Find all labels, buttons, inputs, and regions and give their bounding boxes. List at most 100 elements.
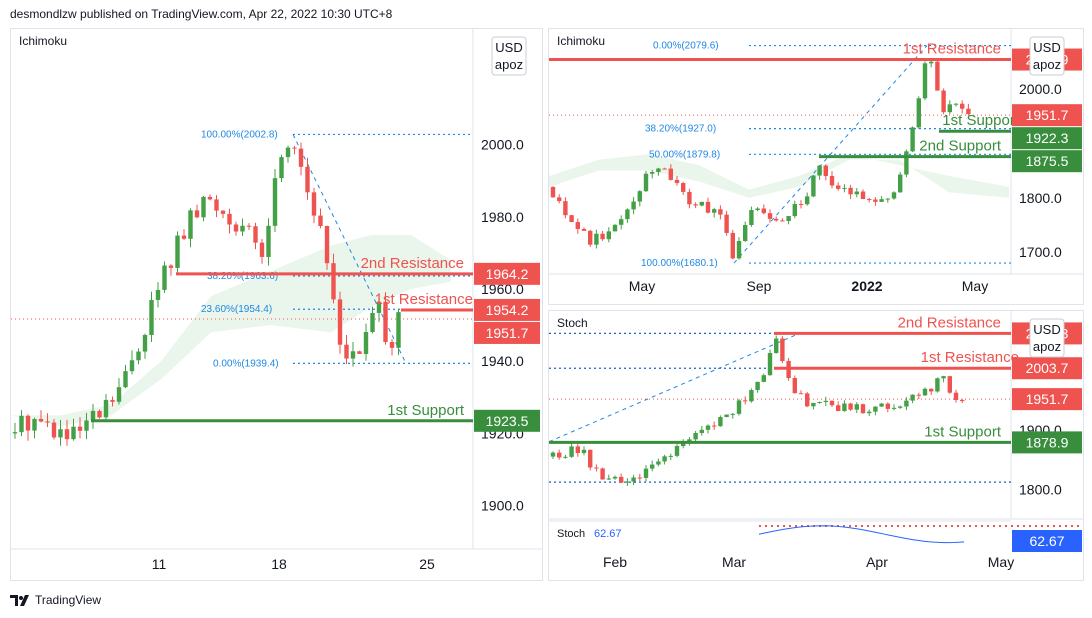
candle-body — [699, 429, 704, 433]
stoch-value: 62.67 — [594, 528, 622, 540]
candle-body — [389, 342, 395, 348]
candle-body — [823, 165, 828, 177]
price-tag — [474, 321, 540, 344]
fib-level-label: 0.00%(2079.6) — [653, 41, 719, 52]
candle-body — [705, 425, 711, 430]
candle-body — [279, 157, 284, 179]
candle-body — [817, 165, 822, 176]
candle-body — [97, 410, 102, 418]
tradingview-brand: TradingView — [35, 593, 102, 607]
candle-body — [792, 378, 797, 394]
stoch-label: Stoch — [557, 528, 585, 540]
chart-svg-top-right[interactable]: Ichimoku 0.00%(2079.6) 38.20%(1927.0) 50.00… — [549, 29, 1083, 304]
candle-body — [324, 226, 330, 264]
candle-body — [935, 61, 940, 91]
candle-body — [805, 393, 810, 407]
level-label: 2nd Resistance — [361, 255, 464, 272]
candle-body — [563, 456, 568, 458]
fib-level-label: 23.60%(1954.4) — [201, 304, 272, 315]
candle-body — [631, 201, 636, 210]
stoch-line — [758, 525, 965, 544]
y-tick-label: 1700.0 — [1019, 244, 1062, 260]
fib-level-label: 100.00%(2002.8) — [201, 129, 278, 140]
candle-body — [873, 199, 878, 202]
price-tag — [1012, 150, 1082, 173]
ichimoku-cloud — [549, 154, 1009, 198]
candle-body — [259, 242, 265, 257]
candle-body — [929, 61, 934, 64]
candle-body — [64, 429, 70, 440]
candle-body — [162, 265, 167, 290]
candle-body — [755, 208, 760, 211]
price-tag — [474, 262, 540, 285]
fib-level-label: 38.20%(1927.0) — [645, 124, 716, 135]
x-tick-label: 18 — [271, 556, 287, 572]
candle-body — [155, 289, 161, 300]
indicator-label: Stoch — [557, 316, 588, 330]
candle-body — [829, 176, 835, 186]
candle-body — [142, 335, 148, 352]
candle-body — [588, 449, 593, 468]
stoch-price-tag-label: 62.67 — [1029, 533, 1064, 549]
candle-body — [19, 415, 24, 433]
candle-body — [625, 209, 630, 220]
x-tick-label: May — [629, 278, 655, 294]
fib-level-label: 0.00%(1939.4) — [213, 358, 279, 369]
candle-body — [32, 418, 37, 431]
candle-body — [867, 199, 872, 201]
x-tick-label: 11 — [152, 556, 167, 572]
chart-svg-bottom-right[interactable]: Stoch Stoch 62.67 62.67 2nd Resistance 1st Re… — [548, 311, 1083, 580]
candle-body — [842, 403, 847, 412]
candle-body — [823, 400, 828, 403]
candle-body — [774, 338, 779, 354]
candle-body — [643, 468, 649, 478]
candle-body — [233, 224, 239, 232]
price-tag-label: 1923.5 — [486, 413, 529, 429]
candle-body — [693, 432, 698, 440]
candle-body — [922, 63, 928, 99]
candle-body — [805, 196, 810, 205]
candle-body — [90, 410, 96, 421]
candle-body — [916, 98, 921, 128]
x-tick-label: May — [962, 278, 988, 294]
level-label: 1st Resistance — [921, 349, 1019, 366]
level-label: 1st Support — [924, 423, 1002, 440]
chart-panel-bottom-right[interactable]: Stoch Stoch 62.67 62.67 2nd Resistance 1st Re… — [548, 310, 1084, 581]
candle-body — [798, 204, 804, 206]
candle-body — [563, 201, 568, 216]
candle-body — [207, 196, 213, 200]
price-tag — [1012, 388, 1082, 411]
price-tag-label: 1951.7 — [1026, 391, 1069, 407]
candle-body — [681, 441, 686, 447]
chart-panel-top-right[interactable]: Ichimoku 0.00%(2079.6) 38.20%(1927.0) 50.00… — [548, 28, 1084, 305]
chart-panel-left[interactable]: Ichimoku 100.00%(2002.8) 38.20%(1963.6) 23.… — [10, 28, 543, 581]
candle-body — [569, 215, 574, 223]
level-label: 1st Resistance — [903, 41, 1001, 58]
candle-body — [581, 449, 587, 454]
candle-body — [910, 394, 915, 401]
candle-body — [588, 230, 593, 245]
candle-body — [631, 477, 636, 482]
candle-body — [910, 127, 915, 152]
level-label: 2nd Resistance — [898, 314, 1001, 331]
unit-label: apoz — [1033, 339, 1061, 354]
candle-body — [331, 263, 336, 300]
fib-level-label: 38.20%(1963.6) — [207, 271, 278, 282]
candle-body — [123, 371, 128, 388]
candle-body — [194, 210, 200, 218]
candle-body — [201, 196, 206, 218]
candle-body — [817, 402, 822, 404]
candle-body — [575, 446, 580, 454]
y-tick-label: 1940.0 — [481, 353, 524, 369]
candle-body — [947, 104, 952, 113]
candle-body — [761, 208, 766, 214]
candle-body — [935, 378, 940, 392]
candle-body — [966, 108, 971, 115]
chart-svg-left[interactable]: Ichimoku 100.00%(2002.8) 38.20%(1963.6) 23.… — [11, 29, 542, 580]
candle-body — [662, 456, 667, 462]
candle-body — [227, 213, 232, 225]
candle-body — [581, 228, 587, 231]
price-tag-label: 1951.7 — [486, 325, 529, 341]
currency-label: USD — [495, 40, 522, 55]
candle-body — [668, 455, 673, 457]
